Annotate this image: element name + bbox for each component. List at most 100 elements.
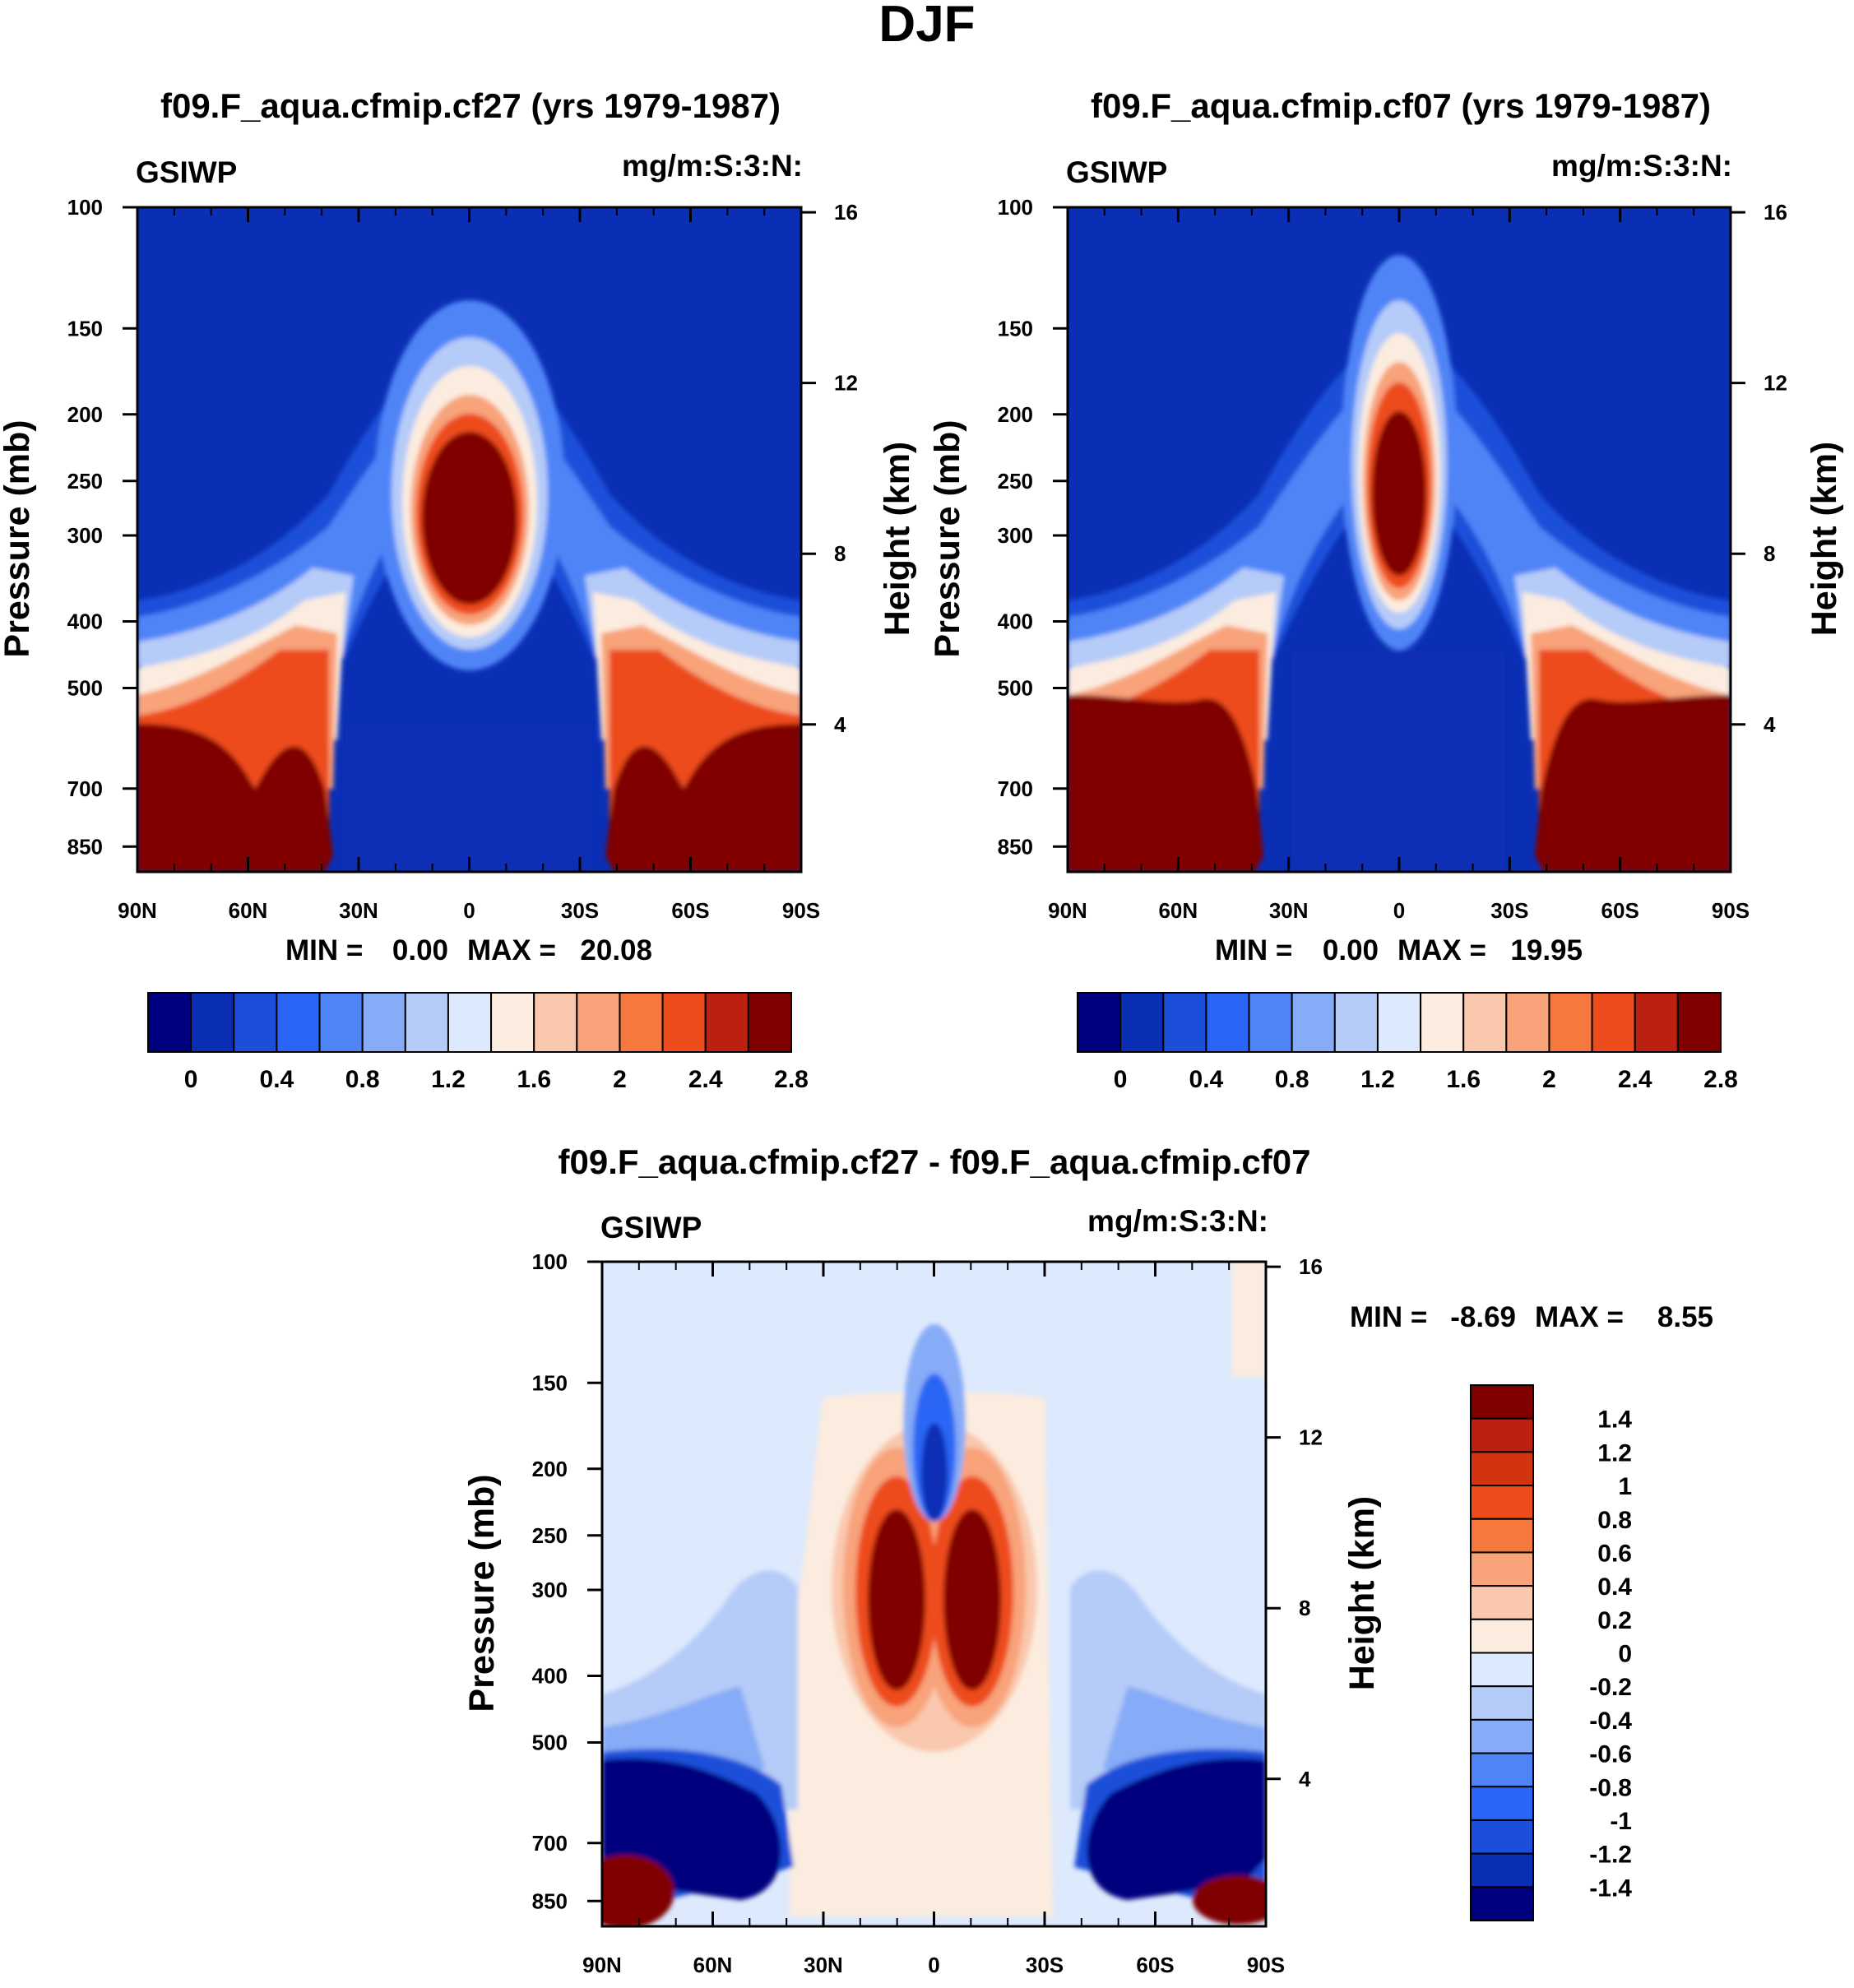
y2-tick-label: 8 — [1299, 1596, 1310, 1620]
y-tick-label: 400 — [67, 609, 103, 634]
colorbar-box — [447, 992, 493, 1053]
colorbar-box — [1470, 1485, 1534, 1520]
panel-cf07: f09.F_aqua.cfmip.cf07 (yrs 1979-1987) GS… — [928, 86, 1844, 1093]
y2-tick-label: 4 — [1299, 1767, 1311, 1791]
colorbar-label: 0 — [1114, 1066, 1128, 1093]
colorbar-box — [1077, 992, 1122, 1053]
colorbar-box — [1470, 1786, 1534, 1821]
colorbar-box — [1470, 1417, 1534, 1453]
colorbar-label: 0.8 — [1597, 1507, 1632, 1534]
x-tick-label: 60N — [229, 898, 268, 923]
colorbar-box — [619, 992, 664, 1053]
x-tick-label: 90N — [582, 1953, 622, 1977]
colorbar-box — [190, 992, 235, 1053]
variable-label: GSIWP — [1066, 155, 1167, 189]
axes: 90N 60N 30N 0 30S 60S 90S 100 150 200 250 300 400 500… — [998, 195, 1787, 923]
x-tick-label: 30S — [1026, 1953, 1064, 1977]
y2-tick-label: 12 — [834, 371, 858, 396]
y2-tick-label: 4 — [1764, 712, 1776, 737]
y2-tick-label: 16 — [1764, 200, 1787, 225]
y2-axis-title: Height (km) — [1342, 1496, 1382, 1691]
contour-field — [600, 1260, 1268, 1928]
min-max-readout: MIN = 0.00 MAX = 20.08 — [285, 934, 652, 966]
colorbar: 0 0.4 0.8 1.2 1.6 2 2.4 2.8 — [147, 992, 809, 1093]
y-tick-label: 150 — [998, 316, 1033, 341]
colorbar-label: -1.2 — [1589, 1842, 1632, 1869]
x-tick-label: 60S — [1136, 1953, 1174, 1977]
colorbar-box — [1470, 1652, 1534, 1688]
y-tick-label: 400 — [998, 609, 1033, 634]
colorbar-label: 2.8 — [1703, 1066, 1738, 1093]
units-label: mg/m:S:3:N: — [1087, 1204, 1268, 1238]
x-tick-label: 60S — [671, 898, 709, 923]
x-tick-label: 90N — [1048, 898, 1087, 923]
colorbar-label: 1.2 — [1597, 1439, 1632, 1467]
x-tick-label: 0 — [1393, 898, 1405, 923]
x-tick-label: 60S — [1601, 898, 1639, 923]
colorbar-box — [361, 992, 406, 1053]
colorbar-label: 0 — [1618, 1641, 1632, 1668]
y-tick-label: 250 — [67, 469, 103, 494]
y2-axis-title: Height (km) — [1805, 442, 1844, 637]
variable-label: GSIWP — [600, 1211, 702, 1244]
y-tick-label: 400 — [532, 1664, 568, 1689]
y-tick-label: 150 — [532, 1370, 568, 1395]
colorbar-box — [1470, 1518, 1534, 1554]
min-value: -8.69 — [1450, 1301, 1516, 1333]
variable-label: GSIWP — [136, 155, 237, 189]
colorbar-label: -0.4 — [1589, 1708, 1632, 1735]
colorbar-box — [276, 992, 321, 1053]
max-value: 19.95 — [1510, 934, 1583, 966]
colorbar-label: 2 — [613, 1066, 627, 1093]
x-tick-label: 30S — [1490, 898, 1528, 923]
max-label: MAX = — [1397, 934, 1486, 966]
colorbar-box — [1470, 1718, 1534, 1754]
x-tick-label: 90S — [1247, 1953, 1285, 1977]
y-tick-label: 300 — [67, 523, 103, 548]
colorbar-box — [1470, 1886, 1534, 1921]
colorbar-box — [747, 992, 792, 1053]
y-tick-label: 150 — [67, 316, 103, 341]
colorbar-label: -0.2 — [1589, 1674, 1632, 1701]
x-tick-label: 60N — [1158, 898, 1198, 923]
y2-tick-label: 16 — [1299, 1254, 1323, 1279]
colorbar-box — [1376, 992, 1422, 1053]
y-axis-title: Pressure (mb) — [0, 419, 37, 657]
y2-tick-label: 8 — [834, 541, 846, 566]
y-tick-label: 700 — [998, 776, 1033, 801]
y-tick-label: 100 — [998, 195, 1033, 220]
y2-tick-label: 8 — [1764, 541, 1775, 566]
min-label: MIN = — [1350, 1301, 1427, 1333]
colorbar-label: 2.8 — [774, 1066, 809, 1093]
colorbar-box — [1470, 1451, 1534, 1487]
colorbar-box — [1634, 992, 1679, 1053]
y-axis-title: Pressure (mb) — [462, 1474, 502, 1712]
colorbar-box — [318, 992, 364, 1053]
colorbar-box — [704, 992, 749, 1053]
panel-title: f09.F_aqua.cfmip.cf27 (yrs 1979-1987) — [160, 86, 781, 125]
max-label: MAX = — [467, 934, 556, 966]
colorbar-box — [533, 992, 578, 1053]
min-value: 0.00 — [1323, 934, 1379, 966]
colorbar-label: 0.8 — [1275, 1066, 1309, 1093]
colorbar: 1.4 1.2 1 0.8 0.6 0.4 0.2 0 -0.2 -0.4 -0.6 -0.8 -1 -1… — [1470, 1384, 1632, 1921]
y2-axis-title: Height (km) — [878, 442, 917, 637]
panel-difference: f09.F_aqua.cfmip.cf27 - f09.F_aqua.cfmip… — [462, 1142, 1713, 1977]
x-tick-label: 90S — [1712, 898, 1750, 923]
colorbar-box — [661, 992, 707, 1053]
y-tick-label: 850 — [67, 834, 103, 859]
x-tick-label: 30N — [804, 1953, 843, 1977]
y-tick-label: 100 — [532, 1249, 568, 1274]
min-max-readout: MIN = -8.69 MAX = 8.55 — [1350, 1301, 1713, 1333]
colorbar-box — [1333, 992, 1379, 1053]
y-tick-label: 700 — [532, 1831, 568, 1856]
colorbar-box — [147, 992, 192, 1053]
colorbar-label: 2 — [1542, 1066, 1556, 1093]
max-value: 20.08 — [580, 934, 652, 966]
y-axis-title: Pressure (mb) — [928, 419, 967, 657]
colorbar-box — [1470, 1618, 1534, 1654]
figure-title: DJF — [878, 0, 975, 53]
colorbar-label: -1 — [1610, 1808, 1632, 1835]
colorbar-box — [1291, 992, 1336, 1053]
